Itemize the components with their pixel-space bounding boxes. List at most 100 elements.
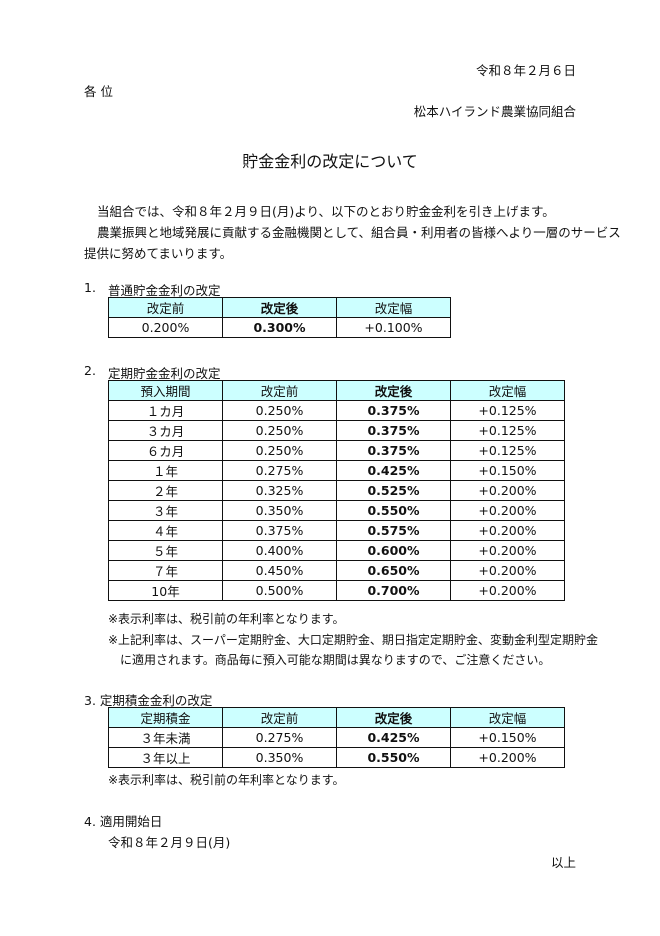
header-cell: 預入期間 [108, 380, 223, 401]
cell-term: １年 [108, 460, 223, 481]
table-row: ５年 0.400% 0.600% +0.200% [108, 540, 565, 561]
cell-change: +0.125% [450, 420, 565, 441]
section3-heading: 3. 定期積金金利の改定 [84, 693, 213, 708]
cell-change: +0.150% [450, 460, 565, 481]
note: に適用されます。商品毎に預入可能な期間は異なりますので、ご注意ください。 [120, 653, 551, 667]
header-cell: 改定前 [222, 380, 337, 401]
section1-heading: 普通貯金金利の改定 [108, 283, 221, 298]
section2-number: 2. [84, 363, 96, 378]
cell-term: ２年 [108, 480, 223, 501]
table-row: ３カ月 0.250% 0.375% +0.125% [108, 420, 565, 441]
cell-after: 0.375% [336, 440, 451, 461]
cell-after: 0.600% [336, 540, 451, 561]
note: ※上記利率は、スーパー定期貯金、大口定期貯金、期日指定定期貯金、変動金利型定期貯… [108, 633, 598, 647]
cell-term: ７年 [108, 560, 223, 581]
cell-before: 0.275% [222, 460, 337, 481]
cell-change: +0.200% [450, 560, 565, 581]
intro-line: 農業振興と地域発展に貢献する金融機関として、組合員・利用者の皆様へより一層のサー… [97, 225, 621, 240]
header-cell: 定期積金 [108, 707, 223, 728]
section1-number: 1. [84, 280, 96, 295]
section4-heading: 4. 適用開始日 [84, 814, 163, 829]
table-row: ４年 0.375% 0.575% +0.200% [108, 520, 565, 541]
cell-change: +0.200% [450, 500, 565, 521]
cell-before: 0.400% [222, 540, 337, 561]
cell-term: ６カ月 [108, 440, 223, 461]
header-cell: 改定後 [336, 707, 451, 728]
page-title: 貯金金利の改定について [242, 152, 418, 171]
header-cell: 改定前 [222, 707, 337, 728]
sender: 松本ハイランド農業協同組合 [413, 104, 576, 119]
header-cell: 改定幅 [450, 380, 565, 401]
note: ※表示利率は、税引前の年利率となります。 [108, 612, 345, 626]
cell-before: 0.250% [222, 440, 337, 461]
table-header-row: 預入期間 改定前 改定後 改定幅 [108, 380, 565, 401]
table-row: 10年 0.500% 0.700% +0.200% [108, 580, 565, 601]
cell-change: +0.200% [450, 480, 565, 501]
table-header-row: 定期積金 改定前 改定後 改定幅 [108, 707, 565, 728]
cell-before: 0.200% [108, 317, 223, 338]
cell-change: +0.125% [450, 440, 565, 461]
cell-after: 0.525% [336, 480, 451, 501]
section2-heading: 定期貯金金利の改定 [108, 366, 221, 381]
cell-after: 0.550% [336, 747, 451, 768]
cell-change: +0.200% [450, 580, 565, 601]
header-cell: 改定後 [222, 297, 337, 318]
cell-change: +0.100% [336, 317, 451, 338]
cell-before: 0.450% [222, 560, 337, 581]
effective-date: 令和８年２月９日(月) [108, 835, 231, 850]
cell-change: +0.200% [450, 747, 565, 768]
installment-rate-table: 定期積金 改定前 改定後 改定幅 ３年未満 0.275% 0.425% +0.150%… [108, 707, 565, 768]
cell-before: 0.350% [222, 747, 337, 768]
intro-line: 当組合では、令和８年２月９日(月)より、以下のとおり貯金金利を引き上げます。 [97, 204, 555, 219]
table-row: 0.200% 0.300% +0.100% [108, 317, 451, 338]
table-row: ６カ月 0.250% 0.375% +0.125% [108, 440, 565, 461]
table-row: ２年 0.325% 0.525% +0.200% [108, 480, 565, 501]
header-cell: 改定後 [336, 380, 451, 401]
document-date: 令和８年２月６日 [475, 63, 576, 78]
cell-term: ５年 [108, 540, 223, 561]
table-header-row: 改定前 改定後 改定幅 [108, 297, 451, 318]
cell-change: +0.200% [450, 540, 565, 561]
cell-term: ３年 [108, 500, 223, 521]
table-row: ３年以上 0.350% 0.550% +0.200% [108, 747, 565, 768]
table-row: ３年未満 0.275% 0.425% +0.150% [108, 727, 565, 748]
cell-before: 0.500% [222, 580, 337, 601]
cell-before: 0.275% [222, 727, 337, 748]
cell-after: 0.425% [336, 460, 451, 481]
cell-term: ４年 [108, 520, 223, 541]
addressee: 各 位 [84, 84, 113, 99]
cell-change: +0.150% [450, 727, 565, 748]
cell-before: 0.250% [222, 420, 337, 441]
time-deposit-table: 預入期間 改定前 改定後 改定幅 １カ月 0.250% 0.375% +0.125% ３… [108, 380, 565, 601]
table-row: １年 0.275% 0.425% +0.150% [108, 460, 565, 481]
cell-term: ３年以上 [108, 747, 223, 768]
savings-rate-table: 改定前 改定後 改定幅 0.200% 0.300% +0.100% [108, 297, 451, 338]
cell-term: 10年 [108, 580, 223, 601]
cell-term: １カ月 [108, 400, 223, 421]
cell-term: ３カ月 [108, 420, 223, 441]
cell-after: 0.425% [336, 727, 451, 748]
closing: 以上 [550, 855, 576, 870]
cell-before: 0.325% [222, 480, 337, 501]
cell-change: +0.200% [450, 520, 565, 541]
intro-line: 提供に努めてまいります。 [84, 246, 233, 261]
table-row: ３年 0.350% 0.550% +0.200% [108, 500, 565, 521]
cell-after: 0.375% [336, 400, 451, 421]
cell-after: 0.375% [336, 420, 451, 441]
cell-after: 0.650% [336, 560, 451, 581]
cell-before: 0.375% [222, 520, 337, 541]
header-cell: 改定幅 [450, 707, 565, 728]
cell-after: 0.700% [336, 580, 451, 601]
cell-term: ３年未満 [108, 727, 223, 748]
table-row: １カ月 0.250% 0.375% +0.125% [108, 400, 565, 421]
note: ※表示利率は、税引前の年利率となります。 [108, 773, 345, 787]
header-cell: 改定幅 [336, 297, 451, 318]
cell-after: 0.300% [222, 317, 337, 338]
cell-after: 0.550% [336, 500, 451, 521]
cell-after: 0.575% [336, 520, 451, 541]
cell-before: 0.350% [222, 500, 337, 521]
cell-before: 0.250% [222, 400, 337, 421]
table-row: ７年 0.450% 0.650% +0.200% [108, 560, 565, 581]
header-cell: 改定前 [108, 297, 223, 318]
cell-change: +0.125% [450, 400, 565, 421]
